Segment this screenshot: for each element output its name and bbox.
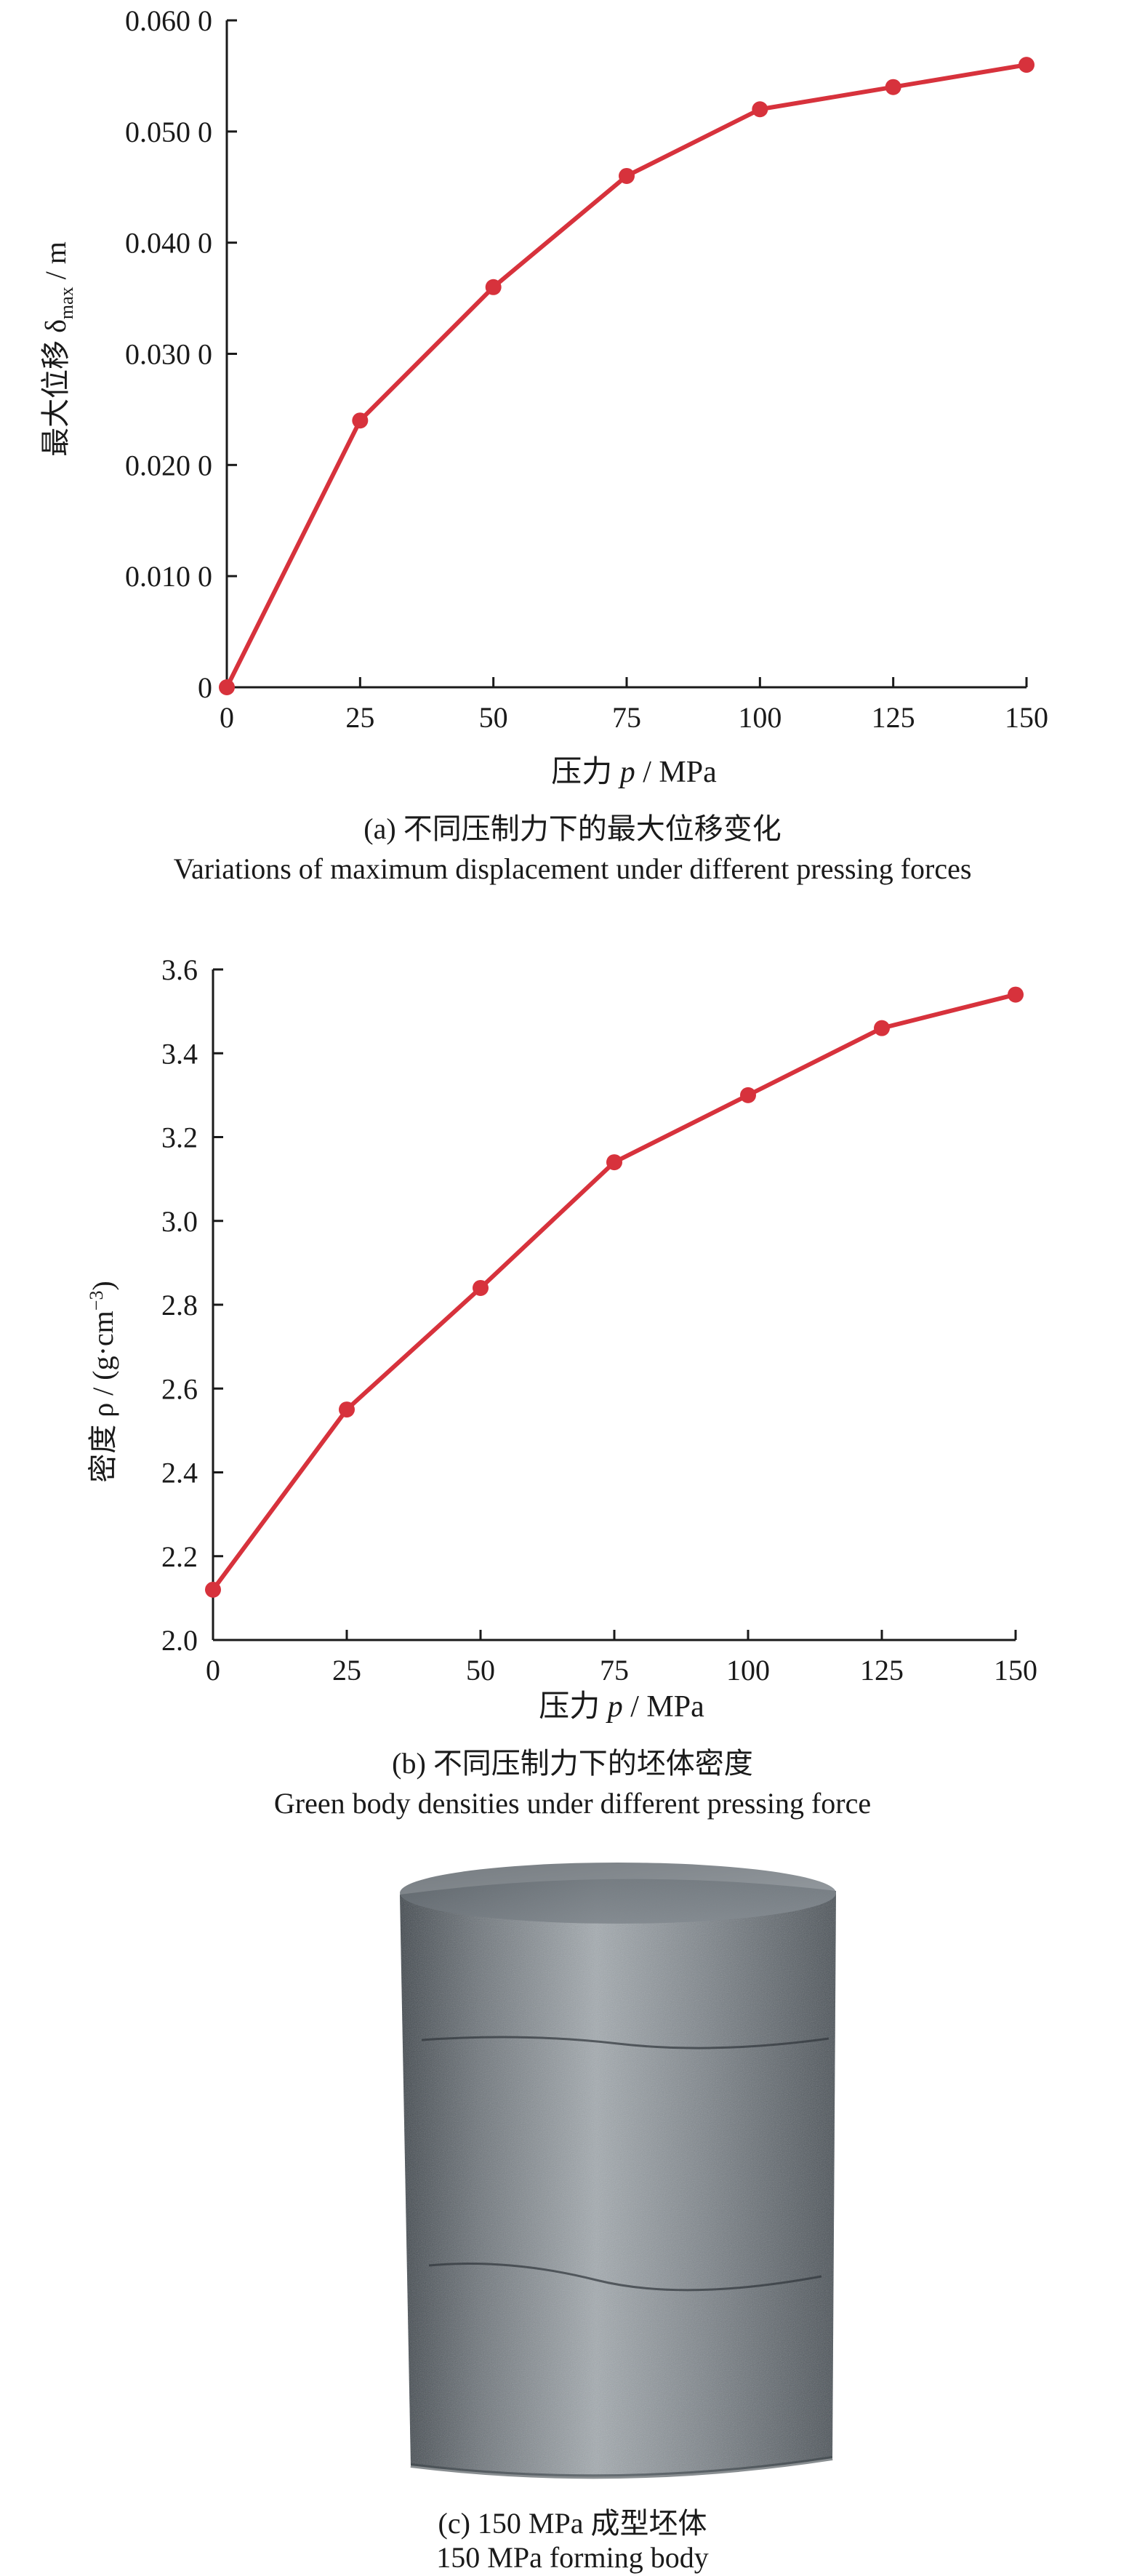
- y-tick-label: 3.6: [161, 953, 198, 986]
- y-axis-title-unit: / m: [39, 241, 72, 287]
- y-axis-title: 最大位移 δmax / m: [39, 241, 77, 457]
- data-point: [874, 1020, 890, 1036]
- y-axis-title-main: 密度 ρ / (g·cm: [87, 1311, 119, 1483]
- y-tick-label: 0: [198, 671, 212, 704]
- x-tick-label: 150: [994, 1654, 1037, 1687]
- crack-line-upper: [421, 2036, 829, 2049]
- data-point: [485, 279, 502, 295]
- y-tick-label: 2.8: [161, 1289, 198, 1321]
- caption-a-en: Variations of maximum displacement under…: [173, 852, 972, 885]
- y-axis-title: 密度 ρ / (g·cm−3): [86, 1281, 119, 1483]
- x-tick-label: 50: [479, 701, 508, 734]
- svg-text:密度 ρ / (g·cm−3): 密度 ρ / (g·cm−3): [86, 1281, 119, 1483]
- y-tick-label: 2.4: [161, 1457, 198, 1489]
- data-point: [1019, 57, 1034, 73]
- x-axis-title-var: p: [606, 1690, 623, 1724]
- data-point: [473, 1279, 489, 1296]
- svg-text:压力 p / MPa: 压力 p / MPa: [539, 1690, 704, 1724]
- y-tick-label: 0.030 0: [125, 338, 212, 371]
- x-tick-label: 150: [1005, 701, 1048, 734]
- x-axis-title-unit: / MPa: [623, 1690, 704, 1724]
- data-point: [885, 79, 901, 95]
- data-point: [205, 1581, 221, 1598]
- x-axis-title-var: p: [618, 756, 635, 789]
- y-axis-title-sub: max: [56, 287, 77, 319]
- y-tick-label: 0.050 0: [125, 116, 212, 148]
- x-tick-label: 125: [872, 701, 915, 734]
- x-axis-title: 压力 p / MPa: [551, 756, 717, 789]
- x-axis-title-unit: / MPa: [635, 756, 717, 789]
- data-point: [619, 167, 635, 184]
- y-tick-label: 2.6: [161, 1372, 198, 1405]
- data-point: [339, 1401, 355, 1418]
- cylinder-top: [400, 1863, 836, 1924]
- y-tick-label: 2.0: [161, 1624, 198, 1657]
- data-point: [752, 101, 768, 118]
- y-tick-label: 3.4: [161, 1037, 198, 1070]
- x-tick-label: 100: [726, 1654, 770, 1687]
- svg-text:最大位移 δmax / m: 最大位移 δmax / m: [39, 241, 77, 457]
- x-tick-label: 125: [860, 1654, 904, 1687]
- x-tick-label: 75: [600, 1654, 629, 1687]
- caption-c-cn: (c) 150 MPa 成型坯体: [438, 2507, 707, 2540]
- series-line: [211, 992, 1016, 1591]
- caption-b-en: Green body densities under different pre…: [273, 1787, 872, 1820]
- cylinder-grain: [400, 1879, 836, 2477]
- x-axis-title: 压力 p / MPa: [539, 1690, 704, 1724]
- y-tick-label: 3.2: [161, 1121, 198, 1154]
- data-point: [740, 1087, 756, 1103]
- data-point: [352, 412, 369, 429]
- cylinder-bottom-edge: [410, 2456, 833, 2479]
- x-axis-title-main: 压力: [539, 1690, 608, 1724]
- green-body-photo: [378, 1851, 858, 2505]
- x-tick-label: 0: [206, 1654, 220, 1687]
- series-line: [225, 63, 1027, 689]
- x-tick-label: 100: [738, 701, 782, 734]
- y-tick-label: 0.020 0: [125, 449, 212, 481]
- data-point: [219, 679, 235, 695]
- displacement-chart: 最大位移 δmax / m 压力 p / MPa 0 0.010 0 0.020 0…: [39, 4, 1048, 789]
- y-tick-label: 2.2: [161, 1540, 198, 1573]
- crack-line-lower: [428, 2263, 822, 2292]
- y-tick-label: 0.060 0: [125, 4, 212, 37]
- x-tick-label: 75: [612, 701, 641, 734]
- data-point: [606, 1154, 622, 1171]
- x-tick-label: 50: [466, 1654, 495, 1687]
- caption-b-cn: (b) 不同压制力下的坯体密度: [392, 1747, 753, 1780]
- y-axis-title-sup: −3: [86, 1291, 107, 1311]
- y-axis-title-unit: ): [87, 1281, 119, 1290]
- cylinder-illustration: [400, 1863, 836, 2479]
- x-tick-label: 25: [332, 1654, 361, 1687]
- caption-c-en: 150 MPa forming body: [436, 2541, 709, 2574]
- y-axis-title-main: 最大位移 δ: [39, 319, 72, 457]
- y-tick-label: 3.0: [161, 1205, 198, 1238]
- x-axis-title-main: 压力: [551, 756, 620, 789]
- density-chart: 密度 ρ / (g·cm−3) 压力 p / MPa 2.0 2.2 2.4 2.6 2…: [86, 953, 1037, 1724]
- caption-a-cn: (a) 不同压制力下的最大位移变化: [363, 812, 782, 845]
- y-tick-label: 0.040 0: [125, 227, 212, 260]
- svg-text:压力 p / MPa: 压力 p / MPa: [551, 756, 717, 789]
- x-tick-label: 25: [345, 701, 374, 734]
- x-tick-label: 0: [220, 701, 234, 734]
- y-tick-label: 0.010 0: [125, 560, 212, 593]
- data-point: [1008, 986, 1024, 1003]
